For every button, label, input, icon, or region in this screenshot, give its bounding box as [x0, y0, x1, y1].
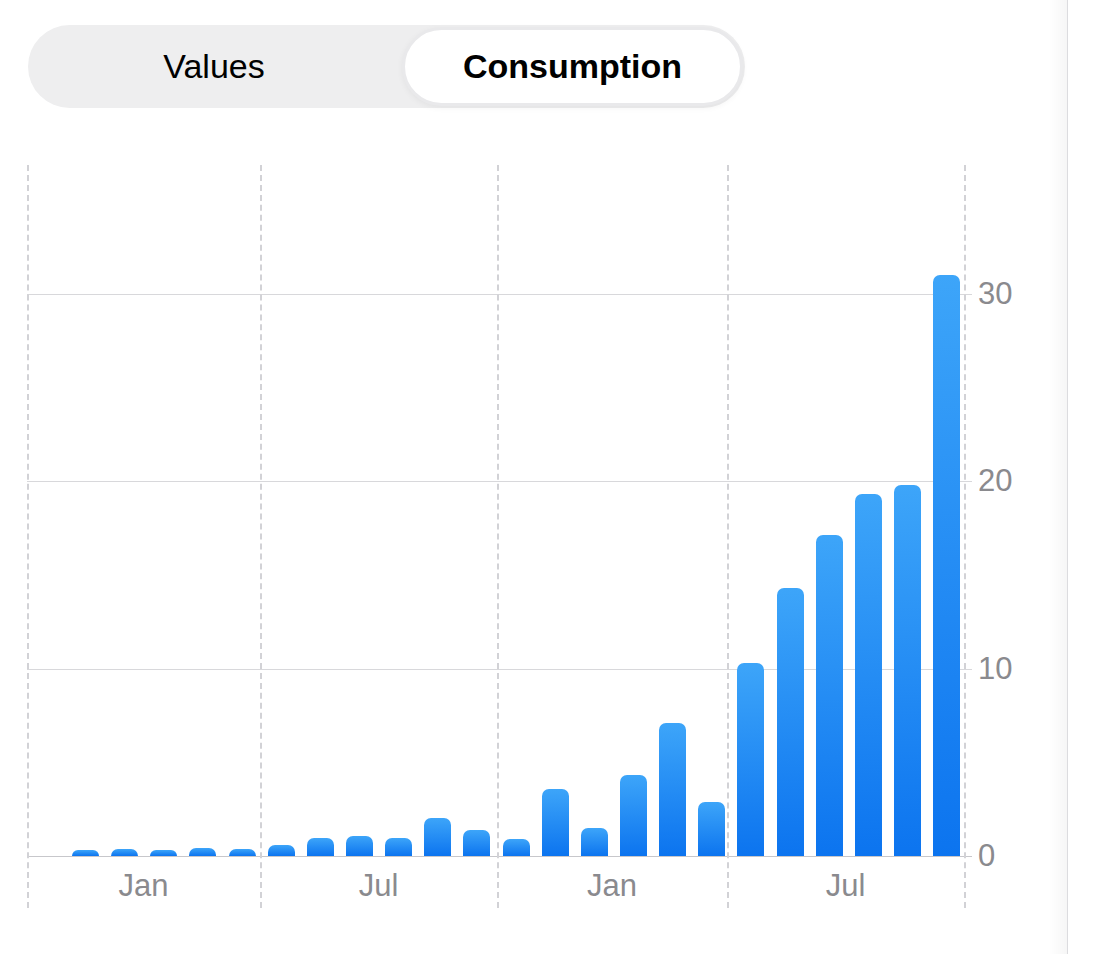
- panel-divider: [1067, 0, 1068, 954]
- bar[interactable]: [855, 494, 882, 856]
- bar[interactable]: [581, 828, 608, 856]
- section-boundary-line: [727, 165, 729, 908]
- bar[interactable]: [503, 839, 530, 856]
- bar[interactable]: [424, 818, 451, 856]
- x-axis-tick-label: Jan: [587, 868, 637, 904]
- bar[interactable]: [150, 850, 177, 856]
- y-axis-tick-label: 0: [978, 838, 995, 874]
- bar[interactable]: [385, 838, 412, 856]
- bar[interactable]: [111, 849, 138, 856]
- section-boundary-line: [260, 165, 262, 908]
- consumption-bar-chart[interactable]: 0 10 20 30 Jan Jul Jan Jul: [0, 0, 1107, 954]
- bar[interactable]: [542, 789, 569, 857]
- bar[interactable]: [659, 723, 686, 856]
- bar[interactable]: [72, 850, 99, 856]
- bar[interactable]: [777, 588, 804, 856]
- x-axis-tick-label: Jul: [826, 868, 866, 904]
- panel-divider-shadow: [1049, 0, 1067, 954]
- section-boundary-line: [27, 165, 29, 908]
- bar[interactable]: [307, 838, 334, 856]
- bar[interactable]: [698, 802, 725, 856]
- bar[interactable]: [620, 775, 647, 856]
- x-axis-tick-label: Jul: [359, 868, 399, 904]
- bar[interactable]: [894, 485, 921, 856]
- section-boundary-line: [497, 165, 499, 908]
- y-axis-tick-label: 30: [978, 276, 1012, 312]
- section-boundary-line: [964, 165, 966, 908]
- gridline-30: [27, 294, 972, 295]
- gridline-0: [27, 856, 972, 857]
- bar[interactable]: [933, 275, 960, 856]
- y-axis-tick-label: 10: [978, 651, 1012, 687]
- bar[interactable]: [816, 535, 843, 856]
- bar[interactable]: [268, 845, 295, 856]
- bar[interactable]: [463, 830, 490, 856]
- bar[interactable]: [346, 836, 373, 856]
- bar[interactable]: [737, 663, 764, 856]
- x-axis-tick-label: Jan: [119, 868, 169, 904]
- gridline-20: [27, 481, 972, 482]
- bar[interactable]: [189, 848, 216, 856]
- health-chart-panel: Values Consumption 0102030JanJulJanJul: [0, 0, 1107, 954]
- bar[interactable]: [229, 849, 256, 857]
- y-axis-tick-label: 20: [978, 463, 1012, 499]
